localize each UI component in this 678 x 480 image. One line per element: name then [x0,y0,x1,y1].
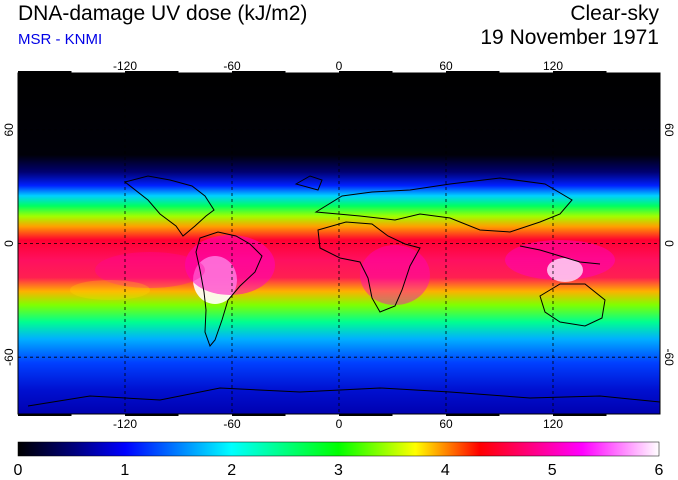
indonesia-coastline [519,245,601,265]
map-title: DNA-damage UV dose (kJ/m2) [18,2,308,25]
colorbar-tick-label: 0 [14,462,23,479]
lon-tick-label-top: 60 [439,59,453,73]
pacific-high-area [95,252,205,288]
pacific-cloud-band [70,280,150,300]
frame-segment [553,414,607,416]
frame-segment [125,414,179,416]
colorbar-labels: 0 1 2 3 4 5 6 [14,462,664,479]
africa-high-area [360,245,430,305]
date-label: 19 November 1971 [480,26,659,49]
credit-label: MSR - KNMI [18,31,103,48]
lon-tick-label-bottom: -60 [223,417,241,431]
frame-segment [18,414,72,416]
lat-tick-label-right: -60 [662,348,676,366]
lat-tick-label-left: -60 [2,348,16,366]
lon-tick-label-top: -120 [113,59,137,73]
graticule [18,73,660,414]
lat-tick-label-left: 60 [2,123,16,137]
lon-tick-label-bottom: 120 [543,417,563,431]
frame-segment [232,414,286,416]
colorbar-tick-label: 4 [441,462,450,479]
lon-tick-label-top: -60 [223,59,241,73]
frame-segment [125,71,179,73]
frame-segment [446,414,500,416]
frame-segment [446,71,500,73]
colorbar-tick-label: 3 [334,462,343,479]
colorbar-tick-label: 6 [655,462,664,479]
lon-tick-label-bottom: -120 [113,417,137,431]
lat-tick-label-right: 60 [662,123,676,137]
frame-segment [18,71,72,73]
axis-ticks: -120 -120 -60 -60 0 0 60 60 120 120 60 60 0 0 -60 -60 [2,59,676,431]
colorbar-tick-label: 1 [120,462,129,479]
indonesia-peak-area [547,258,583,282]
north-america-coastline [123,175,215,237]
frame-segment [232,71,286,73]
frame-segment [553,71,607,73]
lon-tick-label-top: 120 [543,59,563,73]
south-america-high-area [185,235,275,295]
lat-tick-label-right: 0 [662,240,676,247]
frame-segment [339,71,393,73]
australia-coastline [539,283,606,327]
colorbar-tick-label: 5 [548,462,557,479]
eurasia-coastline [314,177,573,233]
greenland-coastline [294,175,323,191]
south-america-coastline [195,231,263,347]
colorbar [17,441,660,457]
lon-tick-label-bottom: 60 [439,417,453,431]
frame-segment [339,414,393,416]
sky-condition-label: Clear-sky [570,2,659,25]
africa-coastline [317,221,421,313]
colorbar-tick-label: 2 [227,462,236,479]
lon-tick-label-top: 0 [336,59,343,73]
lat-tick-label-left: 0 [2,240,16,247]
lon-tick-label-bottom: 0 [336,417,343,431]
